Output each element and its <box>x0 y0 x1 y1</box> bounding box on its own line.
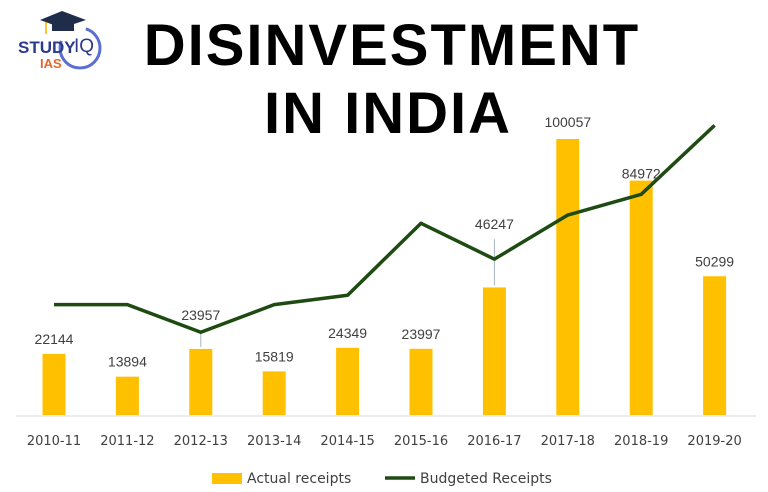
data-label: 23957 <box>181 307 220 323</box>
legend-label-actual: Actual receipts <box>247 471 351 487</box>
bar-2013-14 <box>262 371 286 415</box>
bar-2010-11 <box>42 353 66 415</box>
x-tick-label: 2017-18 <box>541 434 595 449</box>
data-label: 23997 <box>402 326 441 342</box>
data-label: 84972 <box>622 166 661 182</box>
bar-2015-16 <box>409 348 433 415</box>
legend-swatch-actual <box>212 473 242 484</box>
logo-iq: IQ <box>74 36 95 57</box>
x-tick-label: 2014-15 <box>320 434 374 449</box>
legend-label-budgeted: Budgeted Receipts <box>420 471 552 487</box>
x-tick-label: 2015-16 <box>394 434 448 449</box>
data-label: 22144 <box>35 331 74 347</box>
title-line-2: IN INDIA <box>264 81 512 146</box>
x-tick-label: 2010-11 <box>27 434 81 449</box>
data-label: 24349 <box>328 325 367 341</box>
logo-ias: IAS <box>40 56 62 71</box>
x-tick-label: 2013-14 <box>247 434 301 449</box>
title-line-1: DISINVESTMENT <box>143 13 641 78</box>
logo-study: STUDY <box>18 38 76 57</box>
data-label: 50299 <box>695 253 734 269</box>
x-tick-label: 2011-12 <box>100 434 154 449</box>
data-label: 46247 <box>475 216 514 232</box>
bar-2016-17 <box>482 287 506 415</box>
budgeted-line <box>54 124 716 334</box>
data-label: 15819 <box>255 348 294 364</box>
bar-2019-20 <box>703 276 727 415</box>
x-tick-label: 2019-20 <box>687 434 741 449</box>
x-tick-label: 2012-13 <box>174 434 228 449</box>
bar-2017-18 <box>556 139 580 415</box>
bar-2012-13 <box>189 348 213 415</box>
bar-2018-19 <box>629 180 653 415</box>
bar-2014-15 <box>336 347 360 415</box>
x-tick-label: 2016-17 <box>467 434 521 449</box>
studyiq-logo: STUDY IQ IAS <box>10 4 110 74</box>
data-label: 13894 <box>108 354 147 370</box>
data-label: 100057 <box>544 114 591 130</box>
bar-2011-12 <box>115 376 139 415</box>
graduation-cap-icon <box>40 11 102 70</box>
x-tick-label: 2018-19 <box>614 434 668 449</box>
